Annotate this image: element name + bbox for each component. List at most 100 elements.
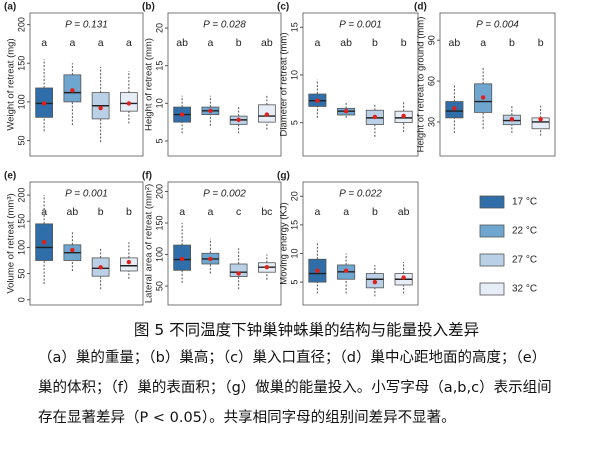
group-letter: b (98, 206, 104, 218)
group-letter: c (236, 206, 241, 218)
group-letter: ab (449, 37, 461, 49)
y-axis-label: Diameter of retreat (mm) (279, 33, 290, 137)
group-letter: ab (261, 37, 273, 49)
mean (126, 101, 132, 106)
mean (452, 106, 457, 111)
mean (315, 268, 320, 273)
y-tick-label: 10 (154, 98, 164, 108)
panel-label: (g) (277, 171, 290, 182)
y-tick-label: 200 (154, 184, 164, 199)
y-tick-label: 15 (289, 22, 299, 32)
legend-swatch (479, 195, 505, 209)
y-tick-label: 5 (289, 120, 299, 125)
plot-frame (302, 181, 419, 306)
caption-line: （a）巢的重量；（b）巢高；（c）巢入口直径；（d）巢中心距地面的高度；（e） (38, 350, 547, 366)
y-axis-label: Lateral area of retreat (mm²) (144, 184, 155, 303)
group-letter: b (509, 37, 515, 49)
y-tick-label: 200 (16, 188, 26, 203)
group-letter: a (98, 37, 104, 49)
p-value: P = 0.001 (65, 189, 108, 200)
group-letter: a (41, 37, 47, 49)
mean (70, 247, 75, 253)
y-axis-label: Height of retreat (mm) (144, 38, 155, 131)
panel-label: (c) (277, 2, 289, 13)
mean (126, 259, 132, 265)
y-tick-label: 150 (16, 214, 26, 229)
group-letter: b (236, 37, 242, 49)
legend-label: 32 °C (512, 284, 537, 295)
legend-label: 17 °C (512, 197, 537, 208)
caption-line: 存在显著差异（P < 0.05）。共享相同字母的组别间差异不显著。 (38, 410, 456, 426)
box (229, 263, 248, 278)
legend-label: 27 °C (512, 255, 537, 266)
mean (70, 88, 75, 93)
mean (41, 239, 47, 245)
group-letter: ab (67, 206, 79, 218)
p-value: P = 0.001 (339, 20, 382, 31)
legend-swatch (479, 253, 505, 267)
plot-frame (167, 181, 282, 306)
group-letter: a (314, 206, 320, 218)
mean (480, 95, 486, 100)
mean (179, 112, 185, 117)
mean (208, 108, 213, 114)
panel-label: (d) (414, 2, 427, 13)
group-letter: bc (261, 206, 272, 218)
caption-line: 巢的体积；（f）巢的表面积；（g）做巢的能量投入。小写字母（a,b,c）表示组间 (38, 380, 552, 396)
group-letter: a (480, 37, 486, 49)
y-tick-label: 5 (289, 280, 299, 285)
y-tick-label: 0 (16, 297, 26, 302)
group-letter: b (401, 37, 407, 49)
plot-frame (439, 12, 556, 157)
group-letter: a (343, 206, 349, 218)
mean (41, 101, 47, 106)
legend-swatch (479, 282, 505, 296)
plot-frame (167, 12, 282, 157)
mean (343, 268, 349, 273)
y-tick-label: 5 (154, 138, 164, 143)
y-tick-label: 150 (154, 215, 164, 230)
mean (315, 98, 320, 103)
panel-label: (a) (4, 2, 16, 13)
group-letter: a (179, 206, 185, 218)
y-tick-label: 15 (154, 61, 164, 71)
plot-frame (29, 181, 144, 306)
y-tick-label: 100 (16, 94, 26, 109)
y-axis-label: Volume of retreat (mm³) (6, 193, 17, 293)
mean (509, 117, 515, 122)
p-value: P = 0.022 (339, 189, 382, 200)
mean (538, 117, 543, 122)
group-letter: ab (398, 206, 410, 218)
p-value: P = 0.028 (203, 20, 246, 31)
mean (264, 112, 270, 117)
group-letter: b (372, 37, 378, 49)
group-letter: a (69, 37, 75, 49)
group-letter: ab (176, 37, 188, 49)
y-tick-label: 90 (426, 35, 436, 45)
mean (236, 271, 241, 276)
y-tick-label: 20 (154, 23, 164, 33)
mean (208, 256, 213, 262)
mean (98, 265, 103, 270)
mean (372, 279, 378, 285)
panel-label: (b) (142, 2, 155, 13)
group-letter: a (207, 206, 213, 218)
mean (372, 114, 378, 120)
mean (343, 108, 349, 114)
y-tick-label: 10 (289, 249, 299, 259)
y-axis-label: Moving energy (KJ) (279, 202, 290, 284)
y-tick-label: 200 (16, 17, 26, 32)
y-tick-label: 50 (16, 269, 26, 279)
legend-swatch (479, 224, 505, 238)
y-tick-label: 20 (289, 191, 299, 201)
plot-frame (29, 12, 144, 157)
plot-frame (302, 12, 419, 157)
mean (401, 113, 406, 119)
mean (98, 105, 103, 111)
legend-label: 22 °C (512, 226, 537, 237)
y-axis-label: Weight of retreat (mg) (6, 38, 17, 130)
group-letter: a (126, 37, 132, 49)
mean (236, 117, 241, 123)
y-tick-label: 50 (16, 136, 26, 146)
